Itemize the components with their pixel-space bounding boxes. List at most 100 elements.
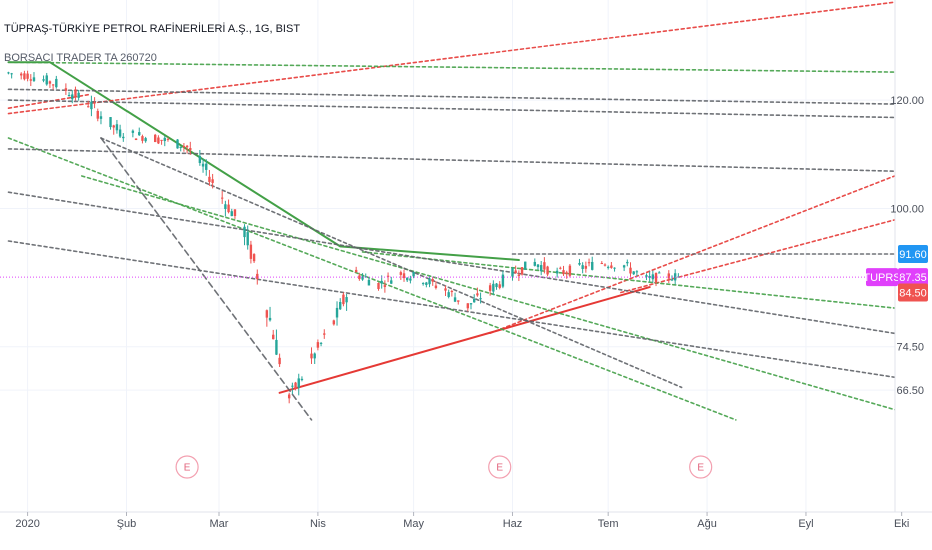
candle[interactable] xyxy=(431,277,434,286)
candle[interactable] xyxy=(584,261,588,273)
candle[interactable] xyxy=(450,289,454,297)
candle[interactable] xyxy=(603,263,607,267)
candle[interactable] xyxy=(600,261,603,265)
candle[interactable] xyxy=(555,267,559,278)
trendline-1[interactable] xyxy=(7,61,520,261)
candle[interactable] xyxy=(635,270,639,277)
candle[interactable] xyxy=(96,108,99,122)
candle[interactable] xyxy=(243,224,246,246)
candle[interactable] xyxy=(77,89,80,101)
candle[interactable] xyxy=(632,271,635,275)
candle[interactable] xyxy=(345,294,348,311)
candle[interactable] xyxy=(658,271,661,274)
candle[interactable] xyxy=(536,264,540,270)
candle[interactable] xyxy=(613,267,616,272)
candle[interactable] xyxy=(476,287,479,297)
candle[interactable] xyxy=(26,70,29,82)
candle[interactable] xyxy=(399,270,403,280)
candle[interactable] xyxy=(390,276,393,285)
candle[interactable] xyxy=(562,265,565,276)
candle[interactable] xyxy=(220,191,224,204)
candle[interactable] xyxy=(208,169,211,186)
candle[interactable] xyxy=(380,275,383,289)
candle[interactable] xyxy=(533,258,537,267)
candle[interactable] xyxy=(294,381,297,391)
candle[interactable] xyxy=(272,329,275,340)
candle[interactable] xyxy=(610,261,613,269)
candle[interactable] xyxy=(543,257,546,274)
candle[interactable] xyxy=(198,150,202,166)
candle[interactable] xyxy=(412,271,415,279)
candle[interactable] xyxy=(291,382,294,395)
candle[interactable] xyxy=(453,292,457,303)
candle[interactable] xyxy=(90,95,93,117)
candle[interactable] xyxy=(501,270,505,289)
candle[interactable] xyxy=(67,92,71,97)
candle[interactable] xyxy=(645,273,648,281)
candle[interactable] xyxy=(233,209,237,219)
candle[interactable] xyxy=(473,294,476,303)
candle[interactable] xyxy=(287,392,291,404)
price-axis[interactable]: 120.00 100.00 74.50 66.50 xyxy=(890,95,924,397)
candle[interactable] xyxy=(457,300,460,305)
candle[interactable] xyxy=(339,298,342,311)
candle[interactable] xyxy=(386,272,390,283)
candle[interactable] xyxy=(469,303,473,310)
candle[interactable] xyxy=(268,306,272,322)
candle[interactable] xyxy=(275,329,278,356)
candle[interactable] xyxy=(118,124,122,139)
candle[interactable] xyxy=(587,258,591,267)
candle[interactable] xyxy=(367,277,371,286)
candle[interactable] xyxy=(622,264,626,272)
candle[interactable] xyxy=(444,285,447,296)
candle[interactable] xyxy=(358,272,361,281)
trendline-13[interactable] xyxy=(7,148,932,173)
candle[interactable] xyxy=(189,141,192,155)
candle[interactable] xyxy=(495,282,498,290)
candle[interactable] xyxy=(249,240,253,264)
candle[interactable] xyxy=(591,256,594,271)
candle[interactable] xyxy=(319,341,323,347)
candle[interactable] xyxy=(402,269,406,282)
candle[interactable] xyxy=(670,275,674,282)
indicator-label[interactable]: BORSACI TRADER TA 260720 xyxy=(4,52,157,64)
candle[interactable] xyxy=(224,200,227,217)
candle[interactable] xyxy=(230,208,233,217)
candle[interactable] xyxy=(568,263,572,278)
candle[interactable] xyxy=(654,272,658,287)
candle[interactable] xyxy=(32,72,36,82)
candle[interactable] xyxy=(23,70,26,81)
trendline-3[interactable] xyxy=(7,0,932,115)
candle[interactable] xyxy=(492,280,495,296)
candle[interactable] xyxy=(182,143,186,152)
candle[interactable] xyxy=(428,275,431,288)
candle[interactable] xyxy=(122,133,125,142)
candle[interactable] xyxy=(626,259,629,267)
earnings-marker[interactable]: E xyxy=(488,455,512,479)
trendline-2[interactable] xyxy=(278,286,651,394)
candle[interactable] xyxy=(87,100,90,108)
candle[interactable] xyxy=(71,90,74,104)
candle[interactable] xyxy=(578,258,581,266)
candle[interactable] xyxy=(109,116,112,130)
candle[interactable] xyxy=(179,146,182,152)
candle[interactable] xyxy=(651,270,655,283)
candle[interactable] xyxy=(227,199,230,214)
candle[interactable] xyxy=(205,159,208,176)
candle[interactable] xyxy=(316,339,320,351)
candle[interactable] xyxy=(520,267,524,276)
candle[interactable] xyxy=(581,262,584,274)
candle[interactable] xyxy=(29,74,32,87)
candle[interactable] xyxy=(383,280,387,293)
candle[interactable] xyxy=(447,289,450,299)
candle[interactable] xyxy=(466,303,470,312)
candle[interactable] xyxy=(667,270,670,283)
trendline-12[interactable] xyxy=(7,99,932,119)
trendline-14[interactable] xyxy=(7,191,932,347)
candle[interactable] xyxy=(310,347,313,364)
candles[interactable] xyxy=(7,70,680,404)
candle[interactable] xyxy=(163,135,166,147)
trendline-9[interactable] xyxy=(81,175,932,421)
candle[interactable] xyxy=(185,144,189,154)
